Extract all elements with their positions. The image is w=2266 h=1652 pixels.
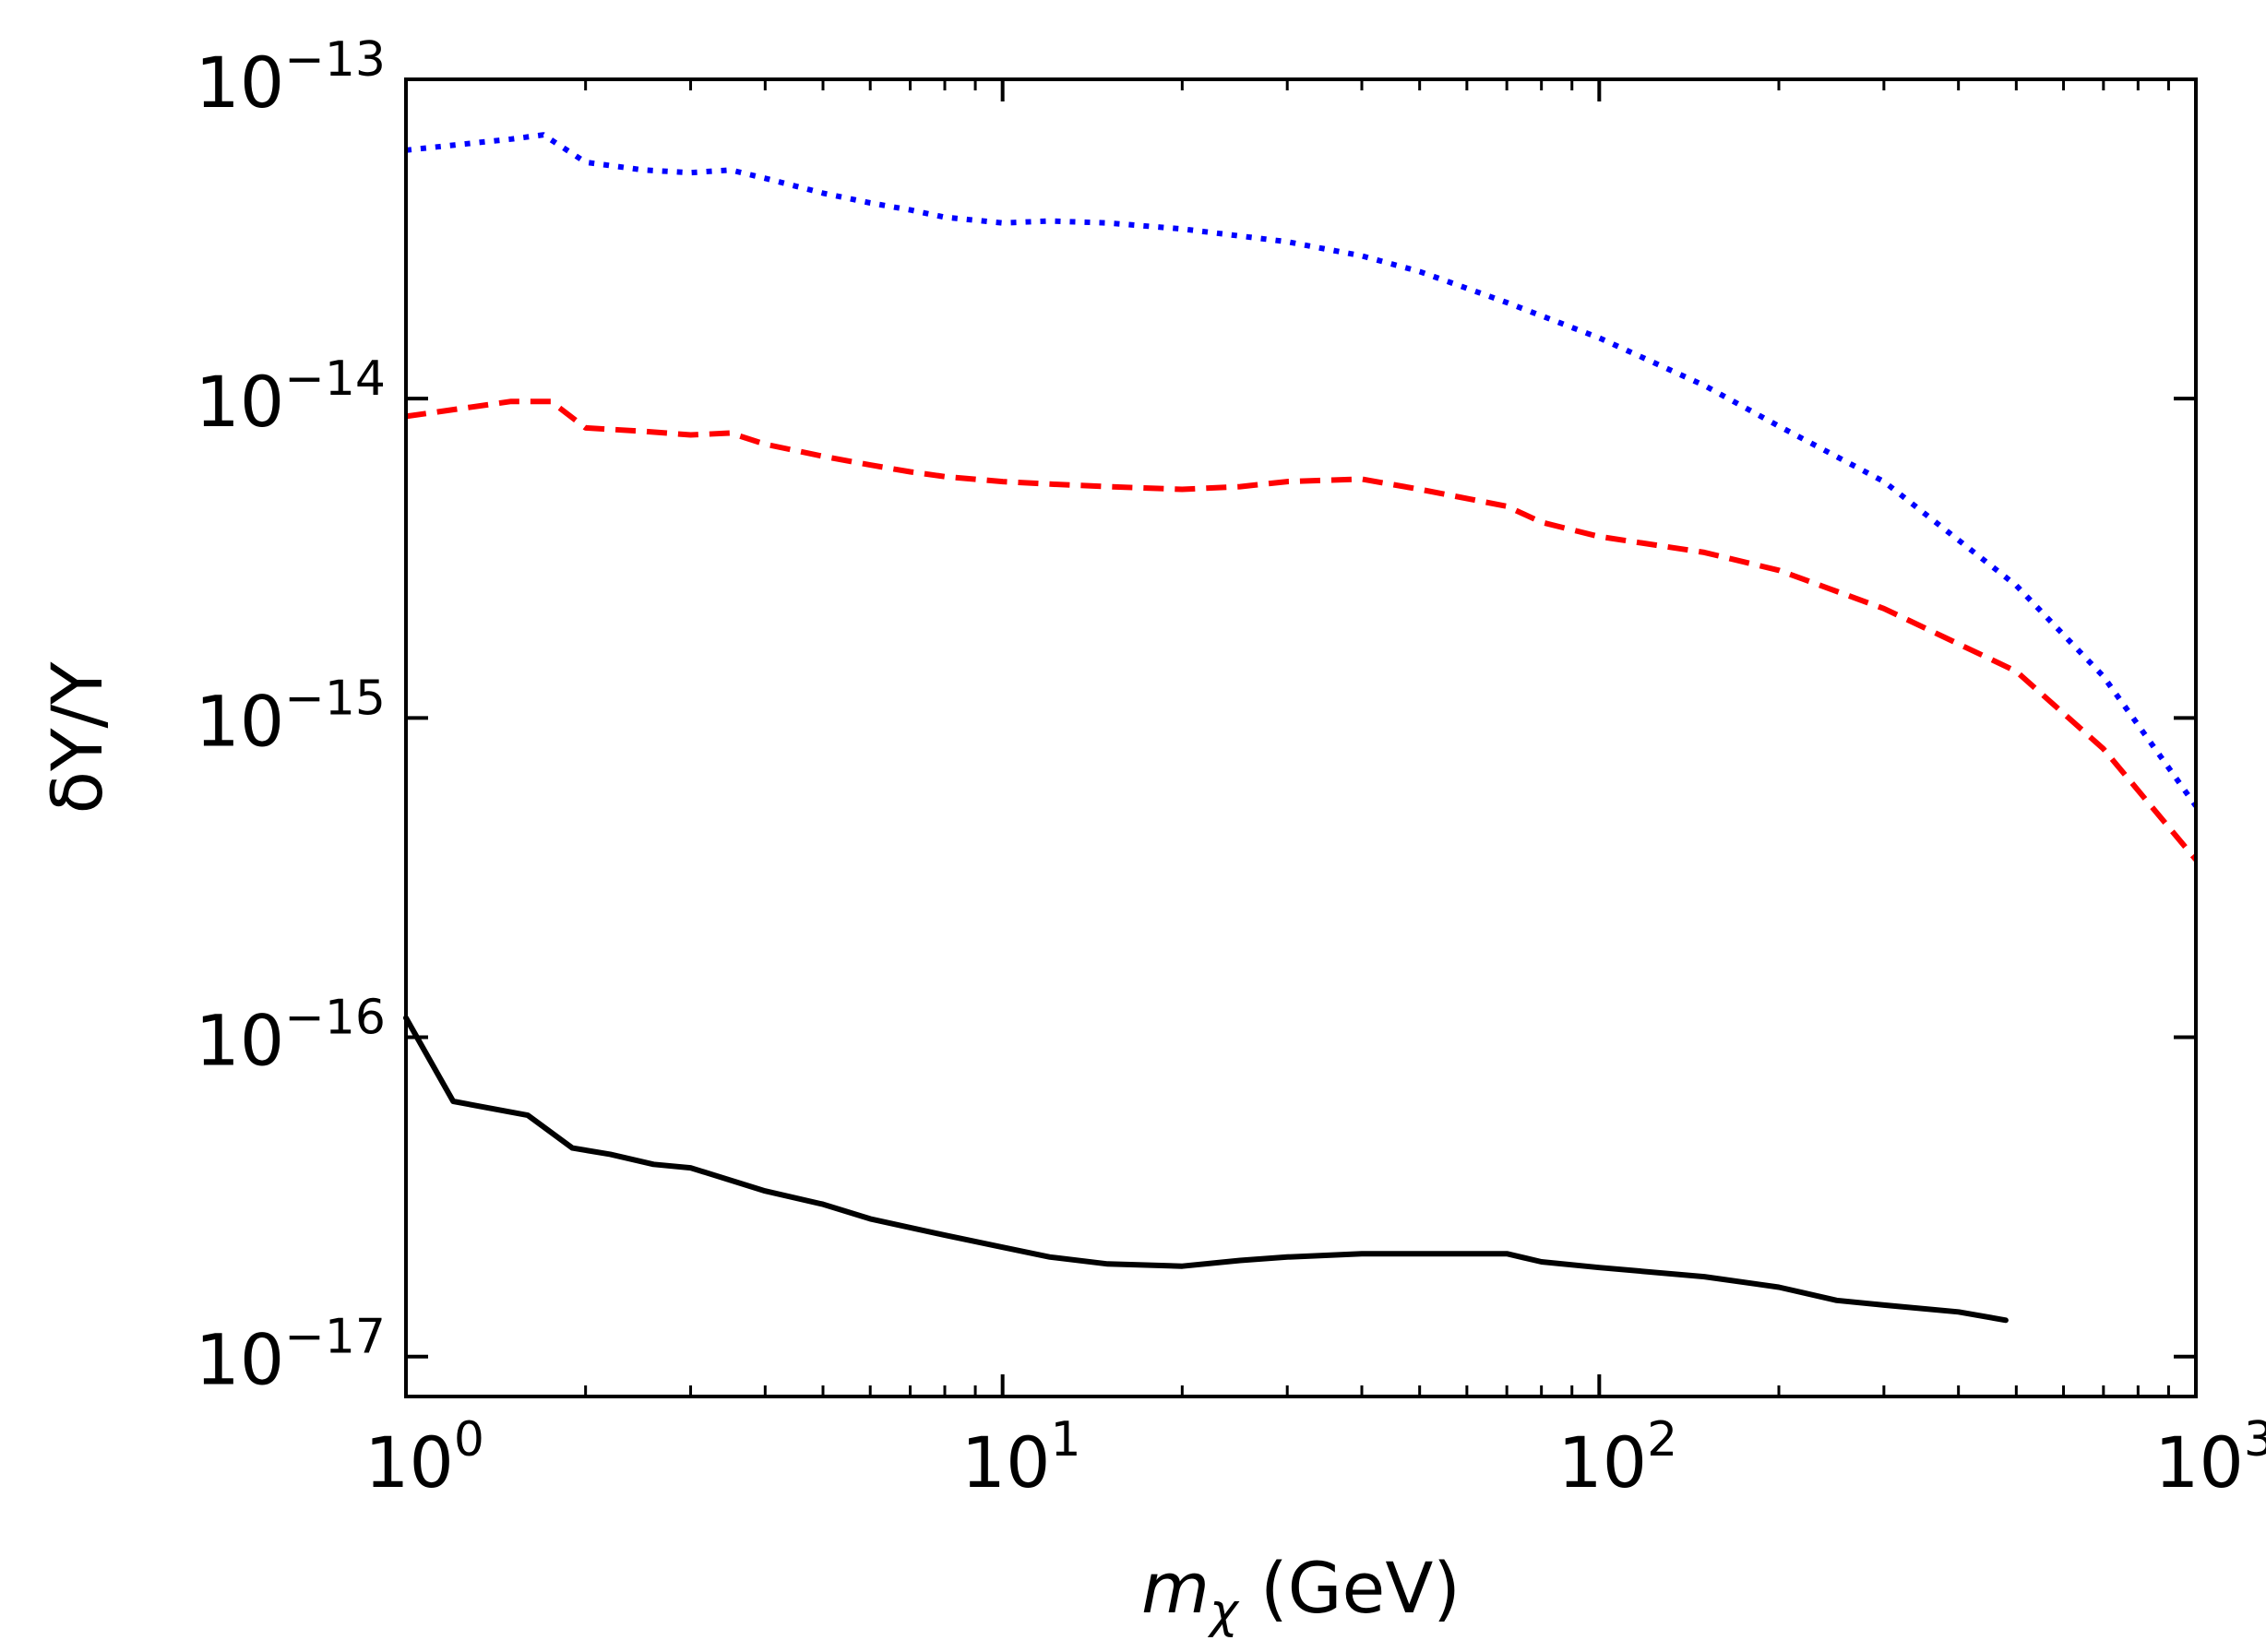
y-tick-label: 10−17 — [196, 1310, 386, 1401]
x-tick-label: 100 — [364, 1412, 484, 1503]
x-axis-label-sub: χ — [1207, 1584, 1240, 1639]
x-axis-label-unit: (GeV) — [1238, 1547, 1461, 1629]
x-tick-label-exp: 2 — [1647, 1412, 1677, 1468]
x-tick-label-exp: 0 — [454, 1412, 484, 1468]
y-tick-label-base: 10 — [196, 42, 285, 124]
y-tick-label: 10−13 — [196, 32, 386, 124]
y-tick-label: 10−15 — [196, 671, 386, 762]
x-tick-label: 101 — [961, 1412, 1081, 1503]
y-tick-label-exp: −13 — [284, 32, 386, 88]
x-tick-label: 103 — [2154, 1412, 2266, 1503]
x-tick-label-exp: 1 — [1050, 1412, 1080, 1468]
y-tick-label-exp: −15 — [284, 671, 386, 726]
series-line-black-solid — [403, 1015, 2009, 1324]
y-tick-label-exp: −17 — [284, 1310, 386, 1365]
x-tick-label-base: 10 — [1557, 1421, 1647, 1503]
y-tick-label-exp: −14 — [284, 351, 386, 407]
plot-frame — [404, 77, 2198, 1398]
y-tick-label-base: 10 — [196, 361, 285, 443]
x-tick-label: 102 — [1557, 1412, 1677, 1503]
y-tick-label: 10−16 — [196, 991, 386, 1082]
x-tick-label-base: 10 — [961, 1421, 1051, 1503]
y-tick-label: 10−14 — [196, 351, 386, 443]
x-tick-label-exp: 3 — [2244, 1412, 2266, 1468]
series-layer — [403, 132, 2199, 1324]
y-tick-label-base: 10 — [196, 1000, 285, 1082]
x-axis-label-var: m — [1141, 1547, 1210, 1629]
x-tick-label-base: 10 — [364, 1421, 454, 1503]
y-axis-label: δY/Y — [36, 661, 118, 814]
y-tick-label-base: 10 — [196, 1319, 285, 1401]
x-tick-label-base: 10 — [2154, 1421, 2244, 1503]
x-axis-label: mχ (GeV) — [1141, 1547, 1461, 1639]
y-tick-label-base: 10 — [196, 680, 285, 762]
y-tick-label-exp: −16 — [284, 991, 386, 1046]
